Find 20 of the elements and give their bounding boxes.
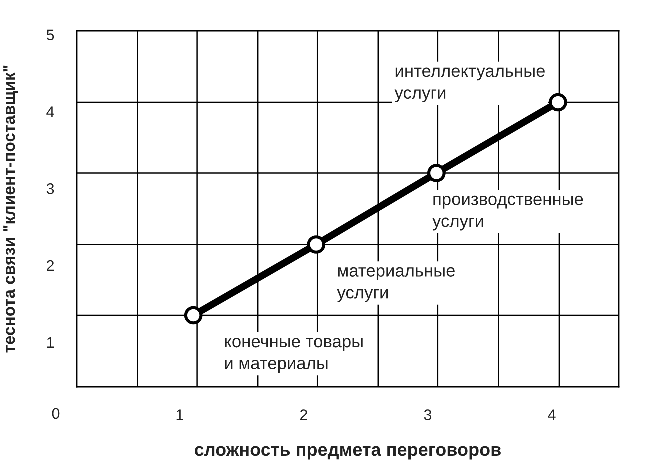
- text: 0: [52, 408, 60, 420]
- y-tick-label: 5: [46, 30, 54, 41]
- point: [428, 164, 446, 182]
- point: [549, 93, 568, 112]
- x-tick-label: 2: [300, 410, 308, 420]
- x-tick-label: 1: [176, 410, 184, 420]
- annotation: материальные услуги: [337, 267, 455, 302]
- x-tick-label: 4: [548, 410, 556, 420]
- y-tick-label: 4: [46, 106, 54, 118]
- x-tick-label: 3: [424, 410, 432, 420]
- y-tick-label: 1: [47, 337, 54, 348]
- point: [307, 236, 326, 254]
- point: [184, 306, 203, 325]
- y-axis-title: теснота связи "клиент-поставщик": [4, 66, 18, 353]
- annotation: интеллектуальные услуги: [394, 68, 545, 103]
- annotation: конечные товары и материалы: [225, 338, 363, 373]
- x-axis-title: сложность предмета переговоров: [195, 446, 501, 460]
- y-tick-label: 2: [47, 260, 54, 272]
- annotation: производственные услуги: [432, 196, 584, 231]
- y-tick-label: 3: [46, 183, 54, 194]
